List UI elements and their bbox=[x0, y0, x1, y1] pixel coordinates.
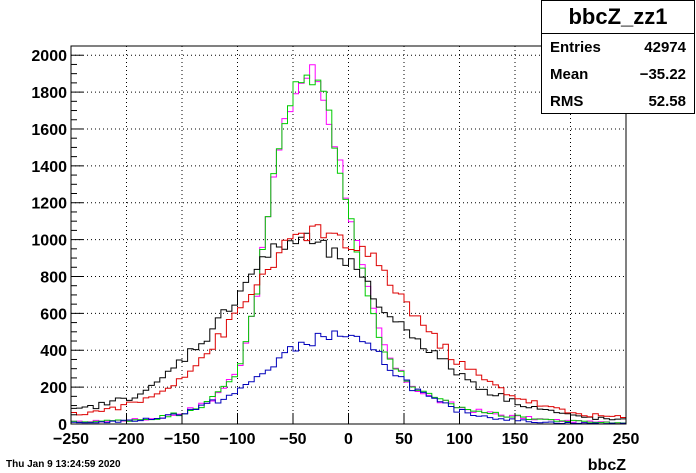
axis-ticks: −250 −200 −150 −100 −50 0 50 100 150 200 250 0 200 40… bbox=[31, 45, 640, 448]
stats-row-rms: RMS 52.58 bbox=[542, 88, 694, 115]
x-tick-label: −200 bbox=[108, 431, 144, 448]
stats-row-mean: Mean −35.22 bbox=[542, 61, 694, 88]
y-tick-label: 800 bbox=[40, 269, 67, 286]
x-tick-label: 100 bbox=[446, 431, 473, 448]
y-tick-label: 1200 bbox=[31, 196, 67, 213]
stats-row-entries: Entries 42974 bbox=[542, 34, 694, 61]
stats-title: bbcZ_zz1 bbox=[542, 1, 694, 34]
x-tick-label: 150 bbox=[502, 431, 529, 448]
stats-label: Entries bbox=[550, 39, 601, 56]
y-tick-label: 1000 bbox=[31, 233, 67, 250]
y-tick-label: 2000 bbox=[31, 48, 67, 65]
stats-value: 52.58 bbox=[648, 93, 686, 110]
x-tick-label: −250 bbox=[53, 431, 89, 448]
x-tick-label: −50 bbox=[279, 431, 306, 448]
y-tick-label: 200 bbox=[40, 380, 67, 397]
x-tick-label: −150 bbox=[164, 431, 200, 448]
y-tick-label: 1800 bbox=[31, 85, 67, 102]
y-tick-label: 0 bbox=[58, 417, 67, 434]
series-line bbox=[71, 232, 626, 421]
stats-label: Mean bbox=[550, 66, 589, 83]
x-tick-label: 250 bbox=[613, 431, 640, 448]
x-tick-label: 50 bbox=[395, 431, 413, 448]
y-tick-label: 1400 bbox=[31, 159, 67, 176]
stats-box: bbcZ_zz1 Entries 42974 Mean −35.22 RMS 5… bbox=[541, 0, 695, 114]
timestamp: Thu Jan 9 13:24:59 2020 bbox=[6, 459, 121, 470]
x-tick-label: 0 bbox=[344, 431, 353, 448]
series-group bbox=[71, 64, 626, 425]
series-line bbox=[71, 224, 626, 418]
x-tick-label: −100 bbox=[219, 431, 255, 448]
x-axis-label: bbcZ bbox=[588, 457, 626, 473]
y-tick-label: 1600 bbox=[31, 122, 67, 139]
x-tick-label: 200 bbox=[557, 431, 584, 448]
y-tick-label: 400 bbox=[40, 343, 67, 360]
stats-value: −35.22 bbox=[639, 66, 686, 83]
y-tick-label: 600 bbox=[40, 306, 67, 323]
series-line bbox=[71, 330, 626, 425]
stats-value: 42974 bbox=[644, 39, 686, 56]
stats-label: RMS bbox=[550, 93, 584, 110]
